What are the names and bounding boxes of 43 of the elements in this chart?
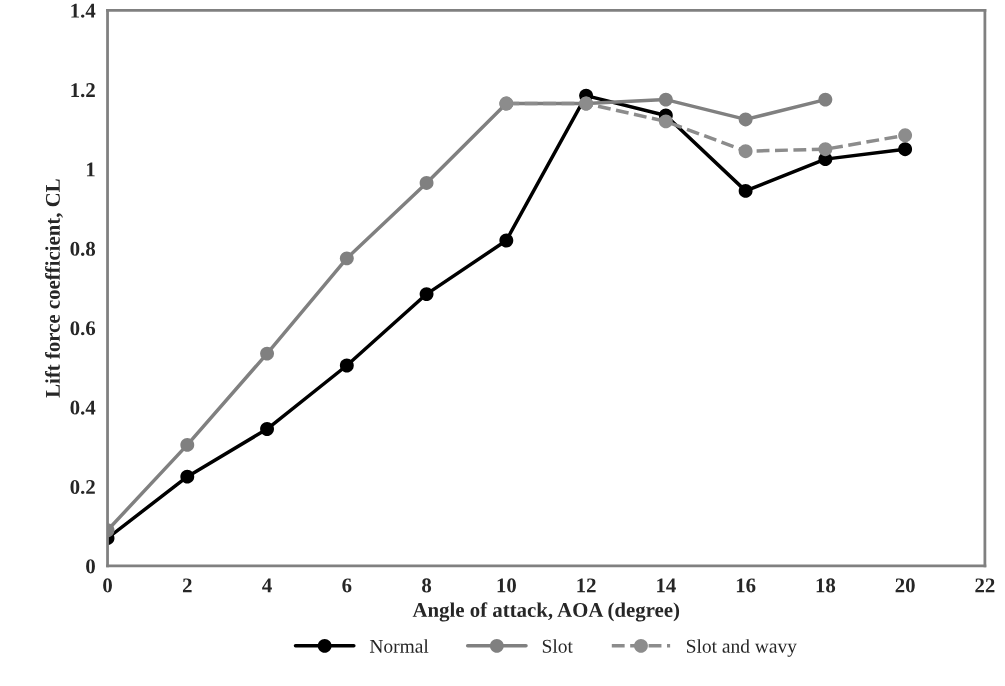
y-tick-label: 0.4: [70, 400, 96, 415]
point: [818, 142, 833, 157]
legend-label: Slot and wavy: [686, 639, 797, 657]
point: [658, 114, 673, 129]
y-axis-title: Lift force coefficient, CL: [45, 179, 63, 398]
x-tick-label: 4: [262, 578, 272, 593]
x-tick-label: 14: [657, 578, 676, 593]
legend-label: Normal: [369, 639, 429, 653]
point: [180, 469, 195, 484]
y-tick-label: 1.4: [71, 3, 96, 18]
x-tick-label: 18: [816, 578, 836, 593]
y-tick-label: 0.8: [70, 241, 96, 256]
point: [658, 92, 673, 107]
point: [898, 128, 913, 143]
y-tick-label: 1.2: [71, 83, 95, 98]
point: [339, 251, 354, 266]
point: [738, 144, 753, 159]
point: [738, 183, 753, 198]
x-tick-label: 20: [895, 578, 915, 593]
point: [419, 287, 434, 302]
point: [260, 346, 274, 361]
x-axis-title: Angle of attack, AOA (degree): [412, 602, 680, 622]
y-tick-label: 0.6: [70, 321, 96, 336]
point: [738, 112, 753, 127]
y-tick-label: 0: [86, 559, 95, 574]
point: [898, 142, 913, 157]
x-tick-label: 6: [342, 578, 352, 593]
legend-label: Slot: [542, 639, 573, 653]
point: [419, 176, 434, 190]
y-tick-label: 0.2: [70, 479, 95, 495]
x-tick-label: 22: [975, 578, 995, 593]
point: [260, 422, 274, 436]
x-tick-label: 2: [182, 578, 192, 593]
point: [499, 233, 514, 248]
y-tick-label: 1: [86, 162, 95, 177]
x-tick-label: 0: [103, 578, 112, 593]
x-tick-label: 16: [736, 578, 756, 593]
x-tick-label: 8: [422, 578, 432, 593]
point: [180, 437, 195, 452]
point: [339, 358, 354, 373]
x-tick-label: 10: [497, 578, 516, 593]
x-tick-label: 12: [577, 578, 596, 593]
point: [818, 92, 833, 107]
